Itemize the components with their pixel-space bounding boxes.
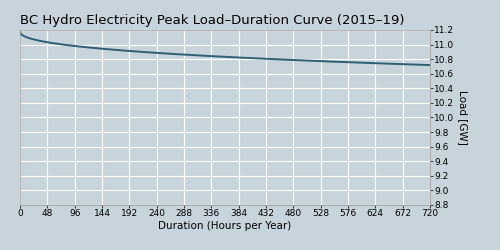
X-axis label: Duration (Hours per Year): Duration (Hours per Year): [158, 221, 292, 231]
Y-axis label: Load [GW]: Load [GW]: [458, 90, 468, 145]
Text: BC Hydro Electricity Peak Load–Duration Curve (2015–19): BC Hydro Electricity Peak Load–Duration …: [20, 14, 404, 28]
